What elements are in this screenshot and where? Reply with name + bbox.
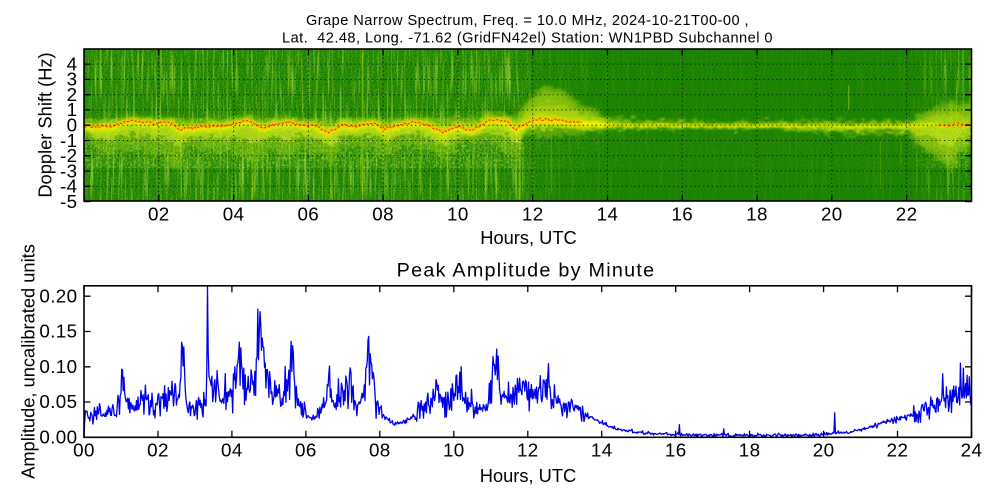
svg-text:1: 1 xyxy=(67,99,78,120)
svg-text:Amplitude, uncalibrated units: Amplitude, uncalibrated units xyxy=(18,244,39,479)
svg-text:-5: -5 xyxy=(60,191,78,212)
svg-text:04: 04 xyxy=(221,440,243,461)
svg-text:12: 12 xyxy=(517,440,539,461)
svg-text:22: 22 xyxy=(887,440,909,461)
svg-text:Grape Narrow Spectrum, Freq. =: Grape Narrow Spectrum, Freq. = 10.0 MHz,… xyxy=(306,13,749,29)
svg-text:12: 12 xyxy=(522,203,544,224)
svg-text:16: 16 xyxy=(671,203,693,224)
svg-text:02: 02 xyxy=(147,440,169,461)
svg-text:16: 16 xyxy=(665,440,687,461)
svg-text:20: 20 xyxy=(813,440,835,461)
svg-text:Doppler Shift (Hz): Doppler Shift (Hz) xyxy=(35,52,56,197)
svg-text:0.05: 0.05 xyxy=(39,391,77,412)
svg-text:14: 14 xyxy=(597,203,619,224)
svg-text:0.20: 0.20 xyxy=(39,285,77,306)
svg-text:20: 20 xyxy=(821,203,843,224)
svg-text:0.10: 0.10 xyxy=(39,356,77,377)
svg-text:0.00: 0.00 xyxy=(39,426,77,447)
svg-text:-3: -3 xyxy=(60,160,78,181)
svg-text:0: 0 xyxy=(67,115,78,136)
svg-text:Lat. 42.48, Long. -71.62 (Gri: Lat. 42.48, Long. -71.62 (GridFN42el) St… xyxy=(282,31,773,47)
svg-text:08: 08 xyxy=(372,203,394,224)
svg-text:02: 02 xyxy=(148,203,170,224)
svg-text:-1: -1 xyxy=(60,130,78,151)
svg-text:00: 00 xyxy=(73,440,95,461)
svg-text:06: 06 xyxy=(297,203,319,224)
svg-text:0.15: 0.15 xyxy=(39,321,77,342)
svg-text:18: 18 xyxy=(746,203,768,224)
svg-text:04: 04 xyxy=(223,203,245,224)
svg-text:24: 24 xyxy=(961,440,983,461)
svg-text:3: 3 xyxy=(67,69,78,90)
svg-text:06: 06 xyxy=(295,440,317,461)
svg-text:08: 08 xyxy=(369,440,391,461)
svg-text:22: 22 xyxy=(896,203,918,224)
svg-text:4: 4 xyxy=(67,53,78,74)
svg-text:2: 2 xyxy=(67,84,78,105)
svg-text:-4: -4 xyxy=(60,176,78,197)
svg-text:18: 18 xyxy=(739,440,761,461)
svg-text:Hours, UTC: Hours, UTC xyxy=(480,465,577,486)
svg-text:10: 10 xyxy=(447,203,469,224)
svg-text:Hours, UTC: Hours, UTC xyxy=(480,227,577,248)
svg-text:10: 10 xyxy=(443,440,465,461)
svg-text:Peak Amplitude by Minute: Peak Amplitude by Minute xyxy=(397,260,656,282)
svg-text:-2: -2 xyxy=(60,145,78,166)
svg-text:14: 14 xyxy=(591,440,613,461)
